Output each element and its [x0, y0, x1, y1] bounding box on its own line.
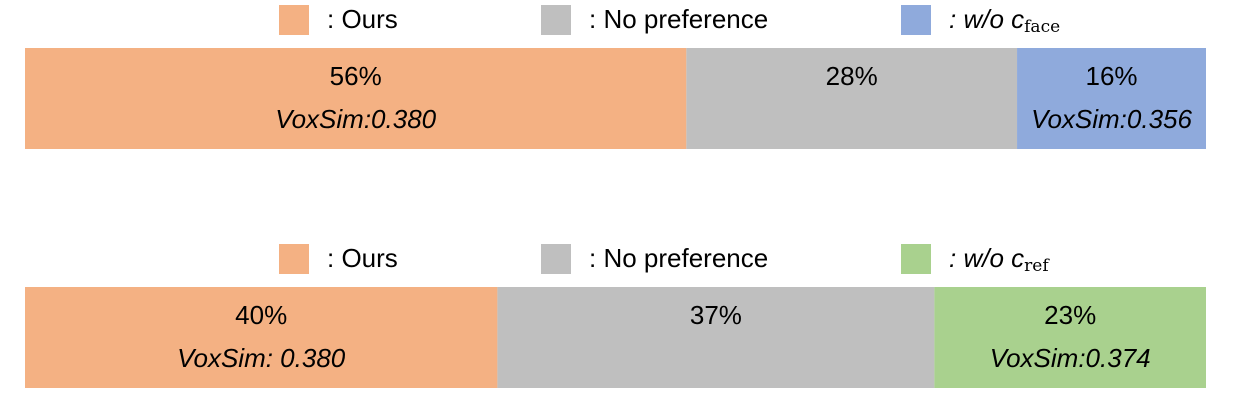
legend-name: : Ours	[327, 4, 398, 34]
legend-swatch	[541, 244, 571, 274]
legend-label: : No preference	[589, 4, 768, 34]
bar-segment	[934, 287, 1206, 388]
annotation: VoxSim:0.380	[275, 104, 436, 134]
legend-label: : w/o cface	[949, 4, 1060, 37]
legend-swatch	[901, 244, 931, 274]
legend-swatch	[279, 244, 309, 274]
value-label: 23%	[1044, 300, 1096, 330]
value-label: 16%	[1085, 61, 1137, 91]
annotation: VoxSim: 0.380	[177, 343, 346, 373]
bar-segment	[25, 48, 687, 149]
annotation: VoxSim:0.356	[1031, 104, 1192, 134]
legend-swatch	[541, 5, 571, 35]
annotation: VoxSim:0.374	[990, 343, 1151, 373]
legend-label: : No preference	[589, 243, 768, 273]
legend-name: : No preference	[589, 243, 768, 273]
value-label: 37%	[690, 300, 742, 330]
legend-subscript: face	[1024, 17, 1060, 37]
legend-subscript: ref	[1024, 256, 1050, 276]
value-label: 40%	[235, 300, 287, 330]
bar-segment	[1017, 48, 1206, 149]
legend-label: : Ours	[327, 4, 398, 34]
bar-segment	[25, 287, 498, 388]
legend-swatch	[901, 5, 931, 35]
value-label: 28%	[826, 61, 878, 91]
legend-label: : Ours	[327, 243, 398, 273]
bar-segment	[686, 48, 1018, 149]
value-label: 56%	[330, 61, 382, 91]
legend-name: : No preference	[589, 4, 768, 34]
legend-name: : w/o c	[949, 243, 1024, 273]
legend-name: : w/o c	[949, 4, 1024, 34]
legend-swatch	[279, 5, 309, 35]
bar-segment	[497, 287, 935, 388]
legend-label: : w/o cref	[949, 243, 1050, 276]
legend-name: : Ours	[327, 243, 398, 273]
